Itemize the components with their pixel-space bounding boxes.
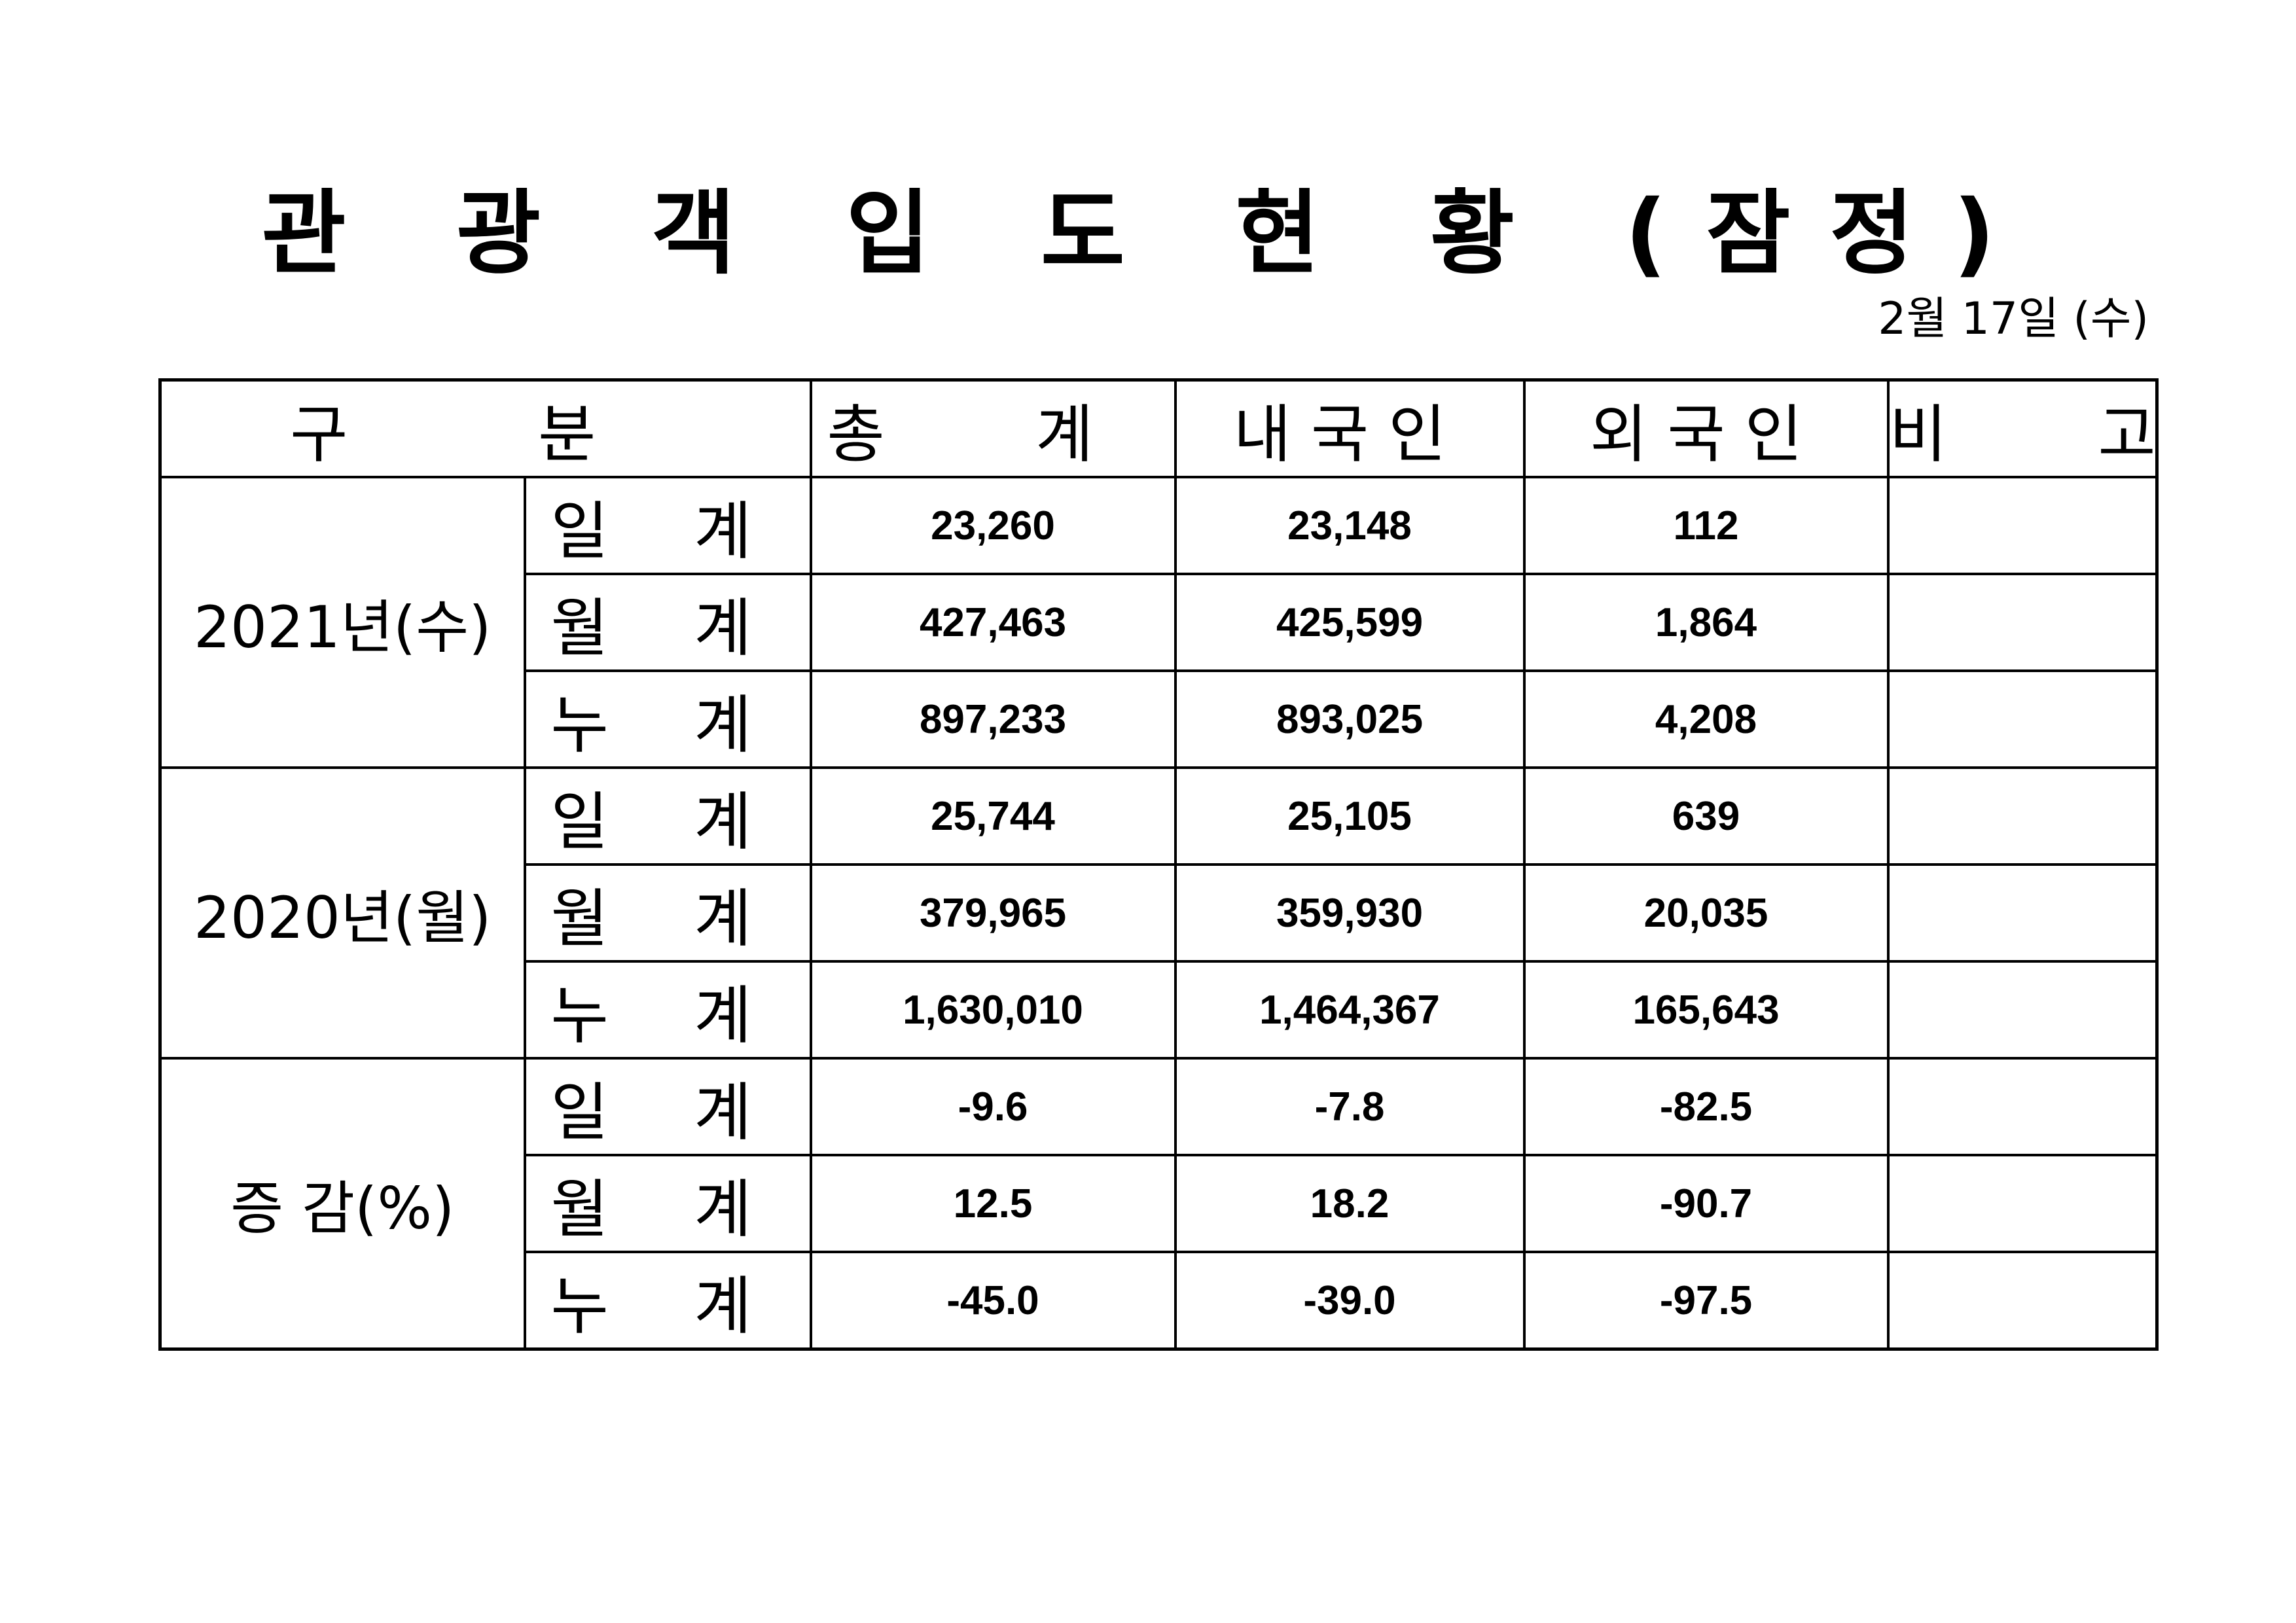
note-cell xyxy=(1886,1154,2159,1253)
domestic-cell: 359,930 xyxy=(1174,863,1526,963)
note-cell xyxy=(1886,476,2159,575)
table-row: 누 계 897,233 893,025 4,208 xyxy=(160,669,2159,769)
total-cell: 1,630,010 xyxy=(809,960,1177,1060)
header-category: 구 분 xyxy=(158,378,812,478)
total-cell: 12.5 xyxy=(809,1154,1177,1253)
domestic-cell: 1,464,367 xyxy=(1174,960,1526,1060)
table-row: 누 계 1,630,010 1,464,367 165,643 xyxy=(160,960,2159,1060)
page-title: 관 광 객 입 도 현 황 (잠정) xyxy=(261,181,2035,287)
note-cell xyxy=(1886,960,2159,1060)
table-row: 월 계 379,965 359,930 20,035 xyxy=(160,863,2159,963)
note-cell xyxy=(1886,1251,2159,1351)
foreign-cell: -90.7 xyxy=(1522,1154,1890,1253)
foreign-cell: 165,643 xyxy=(1522,960,1890,1060)
total-cell: 25,744 xyxy=(809,766,1177,866)
group-label: 2021년(수) xyxy=(158,476,526,769)
total-cell: 897,233 xyxy=(809,669,1177,769)
group-label: 2020년(월) xyxy=(158,766,526,1060)
note-cell xyxy=(1886,863,2159,963)
table-row: 증 감(%) 일 계 -9.6 -7.8 -82.5 xyxy=(158,1057,2159,1351)
table-row: 월 계 427,463 425,599 1,864 xyxy=(160,573,2159,672)
row-label: 월 계 xyxy=(523,1154,812,1253)
foreign-cell: 20,035 xyxy=(1522,863,1890,963)
note-cell xyxy=(1886,573,2159,672)
row-label: 월 계 xyxy=(523,573,812,672)
foreign-cell: 1,864 xyxy=(1522,573,1890,672)
row-label: 월 계 xyxy=(523,863,812,963)
note-cell xyxy=(1886,766,2159,866)
domestic-cell: 893,025 xyxy=(1174,669,1526,769)
table-row: 누 계 -45.0 -39.0 -97.5 xyxy=(160,1251,2159,1351)
tourist-arrivals-table: 구 분 총 계 내국인 외국인 비 고 2021년(수) 일 계 23,260 … xyxy=(158,378,2159,1351)
table-row: 2020년(월) 일 계 25,744 25,105 639 xyxy=(158,766,2159,1060)
row-label: 누 계 xyxy=(523,669,812,769)
foreign-cell: -97.5 xyxy=(1522,1251,1890,1351)
row-label: 일 계 xyxy=(523,766,812,866)
domestic-cell: 23,148 xyxy=(1174,476,1526,575)
table-row: 2021년(수) 일 계 23,260 23,148 112 xyxy=(158,476,2159,769)
total-cell: 23,260 xyxy=(809,476,1177,575)
header-foreign: 외국인 xyxy=(1522,378,1890,478)
domestic-cell: 425,599 xyxy=(1174,573,1526,672)
foreign-cell: -82.5 xyxy=(1522,1057,1890,1156)
group-label: 증 감(%) xyxy=(158,1057,526,1351)
table-header-row: 구 분 총 계 내국인 외국인 비 고 xyxy=(158,378,2159,478)
domestic-cell: 18.2 xyxy=(1174,1154,1526,1253)
total-cell: -45.0 xyxy=(809,1251,1177,1351)
foreign-cell: 639 xyxy=(1522,766,1890,866)
domestic-cell: 25,105 xyxy=(1174,766,1526,866)
table-row: 월 계 12.5 18.2 -90.7 xyxy=(160,1154,2159,1253)
foreign-cell: 4,208 xyxy=(1522,669,1890,769)
total-cell: 427,463 xyxy=(809,573,1177,672)
header-total: 총 계 xyxy=(809,378,1177,478)
total-cell: -9.6 xyxy=(809,1057,1177,1156)
row-label: 누 계 xyxy=(523,960,812,1060)
total-cell: 379,965 xyxy=(809,863,1177,963)
row-label: 일 계 xyxy=(523,1057,812,1156)
note-cell xyxy=(1886,669,2159,769)
header-domestic: 내국인 xyxy=(1174,378,1526,478)
row-label: 누 계 xyxy=(523,1251,812,1351)
domestic-cell: -7.8 xyxy=(1174,1057,1526,1156)
domestic-cell: -39.0 xyxy=(1174,1251,1526,1351)
row-label: 일 계 xyxy=(523,476,812,575)
report-date: 2월 17일 (수) xyxy=(1878,293,2149,345)
note-cell xyxy=(1886,1057,2159,1156)
foreign-cell: 112 xyxy=(1522,476,1890,575)
header-note: 비 고 xyxy=(1886,378,2159,478)
